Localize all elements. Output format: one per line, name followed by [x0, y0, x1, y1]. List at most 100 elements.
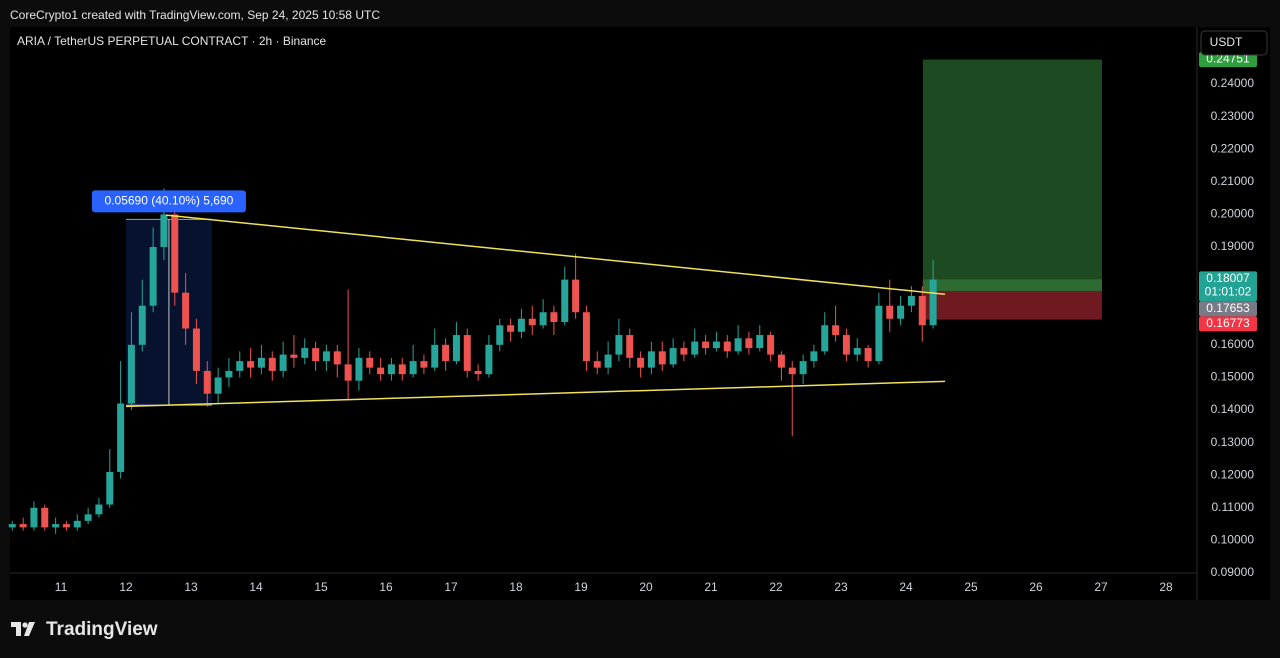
candle-body [842, 335, 850, 355]
candle-body [62, 524, 70, 528]
candle-body [474, 370, 482, 375]
y-tick-label: 0.21000 [1211, 174, 1255, 188]
target-zone [922, 59, 1102, 291]
price-tag [1199, 52, 1257, 68]
x-tick-label: 19 [574, 580, 588, 594]
x-tick-label: 11 [55, 580, 68, 594]
chart-title: ARIA / TetherUS PERPETUAL CONTRACT · 2h … [17, 34, 327, 48]
price-tag-label: 0.16773 [1206, 316, 1250, 330]
logo-mark [11, 622, 21, 636]
y-tick-label: 0.09000 [1211, 565, 1255, 579]
candle-body [756, 335, 764, 349]
candle-body [322, 351, 330, 362]
x-tick-label: 23 [834, 580, 848, 594]
candle-body [257, 357, 265, 368]
candle-body [366, 357, 374, 368]
candle-body [41, 507, 49, 528]
candle-body [344, 364, 352, 381]
y-tick-label: 0.12000 [1211, 467, 1255, 481]
candle-body [864, 348, 872, 362]
candle-body [290, 354, 298, 358]
brand: TradingView [46, 619, 158, 640]
countdown: 01:01:02 [1205, 285, 1252, 299]
logo-slash [24, 622, 35, 636]
trend-line [125, 380, 946, 408]
candle-body [301, 348, 309, 358]
x-tick-label: 21 [704, 580, 718, 594]
y-tick-label: 0.15000 [1211, 370, 1255, 384]
candle-body [572, 279, 580, 313]
candle-body [247, 361, 255, 368]
y-tick-label: 0.10000 [1211, 533, 1255, 547]
candle-body [799, 361, 807, 375]
candle-body [73, 520, 81, 528]
currency-box [1200, 30, 1268, 56]
candle-body [712, 341, 720, 349]
credit: CoreCrypto1 created with TradingView.com… [10, 8, 380, 22]
x-tick-label: 22 [769, 580, 783, 594]
candle-body [52, 524, 60, 528]
candle-body [929, 279, 937, 326]
x-tick-label: 20 [639, 580, 653, 594]
candle-body [777, 354, 785, 368]
candle-body [420, 361, 428, 368]
y-tick-label: 0.24000 [1211, 76, 1255, 90]
currency: USDT [1210, 35, 1243, 49]
candle-body [442, 344, 450, 362]
candle-body [236, 361, 244, 371]
candle-body [192, 328, 200, 371]
x-tick-label: 14 [249, 580, 263, 594]
candle-body [84, 514, 92, 521]
x-tick-label: 12 [119, 580, 133, 594]
measure-label-box [91, 190, 246, 213]
price-tag [1199, 316, 1257, 332]
candle-body [897, 305, 905, 319]
candle-body [767, 335, 775, 355]
candle-body [409, 361, 417, 375]
candle-body [19, 524, 27, 528]
x-tick-label: 28 [1159, 580, 1173, 594]
x-tick-label: 26 [1029, 580, 1043, 594]
logo-dot [22, 622, 28, 628]
x-tick-label: 13 [184, 580, 198, 594]
candle-body [875, 305, 883, 362]
candle-body [138, 305, 146, 345]
candle-body [734, 338, 742, 352]
candle-body [593, 361, 601, 368]
candle-body [810, 351, 818, 362]
candle-body [886, 305, 894, 319]
candle-body [279, 354, 287, 371]
candle-body [30, 507, 38, 528]
stop-zone [922, 290, 1102, 320]
candle-body [431, 344, 439, 368]
y-tick-label: 0.13000 [1211, 435, 1255, 449]
candle-body [127, 344, 135, 404]
candle-body [723, 341, 731, 352]
candle-body [615, 335, 623, 355]
candle-body [507, 325, 515, 332]
candle-body [268, 357, 276, 371]
candle-body [907, 295, 915, 306]
candle-body [637, 357, 645, 368]
y-tick-label: 0.11000 [1212, 500, 1255, 514]
candle-body [106, 471, 114, 505]
candle-body [745, 338, 753, 349]
candle-body [604, 354, 612, 368]
candle-body [647, 351, 655, 368]
candle-body [463, 335, 471, 371]
candle-body [387, 364, 395, 375]
x-tick-label: 17 [444, 580, 458, 594]
candle-body [203, 370, 211, 394]
candle-body [582, 312, 590, 362]
x-tick-label: 16 [379, 580, 393, 594]
y-tick-label: 0.23000 [1211, 109, 1255, 123]
trend-line [165, 214, 946, 296]
candle-body [377, 367, 385, 375]
candle-body [517, 318, 525, 332]
candle-body [171, 214, 179, 293]
price-tag [1199, 271, 1257, 302]
x-tick-label: 15 [314, 580, 328, 594]
y-tick-label: 0.22000 [1211, 141, 1255, 155]
candle-body [182, 292, 190, 329]
measure-label: 0.05690 (40.10%) 5,690 [105, 193, 234, 207]
